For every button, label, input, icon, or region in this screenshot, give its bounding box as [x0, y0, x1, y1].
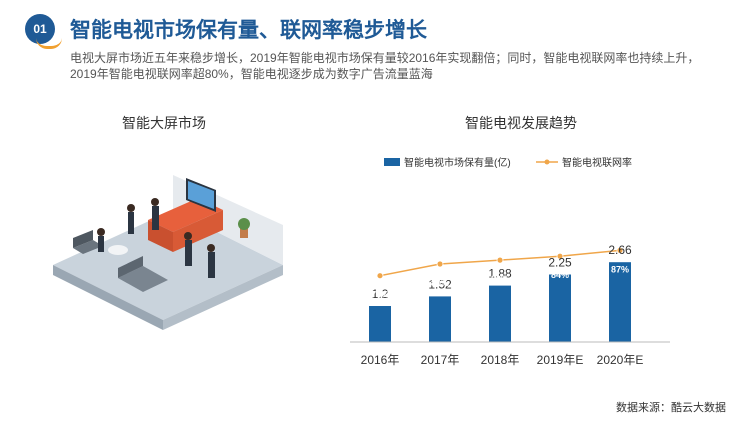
- rate-value-label: 87%: [611, 264, 629, 274]
- x-tick-label: 2020年E: [597, 353, 644, 367]
- x-tick-label: 2019年E: [537, 353, 584, 367]
- bar: [609, 262, 631, 342]
- page-title: 智能电视市场保有量、联网率稳步增长: [70, 19, 427, 42]
- rate-point: [376, 272, 384, 280]
- smart-tv-trend-chart: 智能电视市场保有量(亿) 智能电视联网率 1.2 1.52 1.88 2.25 2.66 7…: [350, 156, 670, 367]
- page-description: 电视大屏市场近五年来稳步增长，2019年智能电视市场保有量较2016年实现翻倍；…: [70, 51, 700, 81]
- left-panel-subtitle: 智能大屏市场: [122, 115, 206, 131]
- rate-point: [436, 260, 444, 268]
- rate-point: [556, 252, 564, 260]
- legend-line-marker: [544, 159, 550, 165]
- bar: [369, 306, 391, 342]
- legend-bar-label: 智能电视市场保有量(亿): [404, 156, 511, 169]
- bar-value-label: 1.2: [372, 287, 389, 301]
- bar: [429, 296, 451, 342]
- bar-value-label: 1.88: [488, 267, 512, 281]
- rate-value-label: 74%: [371, 290, 389, 300]
- bar-value-label: 1.52: [428, 277, 452, 291]
- rate-point: [616, 246, 624, 254]
- rate-value-label: 82%: [491, 274, 509, 284]
- bar: [489, 285, 511, 342]
- office-lobby-illustration: [53, 175, 283, 330]
- rate-value-label: 80%: [431, 278, 449, 288]
- data-source: 数据来源：酷云大数据: [616, 402, 726, 414]
- badge-accent-swoosh: [36, 38, 62, 49]
- legend-bar-swatch: [384, 158, 400, 166]
- bar: [549, 274, 571, 342]
- x-tick-label: 2016年: [361, 353, 400, 367]
- x-tick-label: 2018年: [481, 353, 520, 367]
- rate-point: [496, 256, 504, 264]
- bar-value-label: 2.25: [548, 256, 572, 270]
- chart-subtitle: 智能电视发展趋势: [465, 115, 577, 131]
- rate-value-label: 84%: [551, 270, 569, 280]
- bar-value-label: 2.66: [608, 243, 632, 257]
- legend-line-label: 智能电视联网率: [562, 156, 632, 169]
- x-tick-label: 2017年: [421, 353, 460, 367]
